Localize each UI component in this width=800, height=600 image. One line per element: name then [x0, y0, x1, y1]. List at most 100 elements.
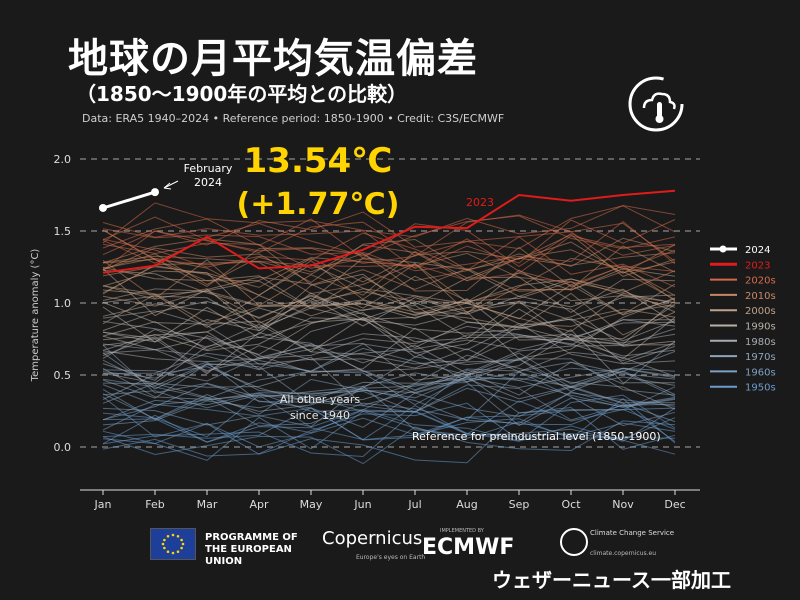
background-year-line	[102, 336, 676, 377]
background-year-line	[102, 219, 676, 269]
background-year-line	[102, 288, 676, 327]
legend-label-1980s: 1980s	[745, 337, 776, 348]
series-point-2024	[151, 188, 159, 197]
background-year-line	[102, 384, 676, 421]
legend-label-1970s: 1970s	[745, 352, 776, 363]
background-year-line	[102, 340, 676, 391]
background-year-line	[102, 400, 676, 445]
legend-label-1960s: 1960s	[745, 367, 776, 378]
background-year-line	[102, 347, 676, 385]
x-tick-label: May	[300, 498, 323, 511]
background-year-line	[102, 396, 676, 448]
background-year-line	[102, 317, 676, 352]
background-year-line	[102, 284, 676, 328]
ecmwf-logo: ECMWF	[422, 535, 515, 560]
background-year-line	[102, 244, 676, 295]
background-year-line	[102, 249, 676, 307]
x-tick-label: Apr	[249, 498, 269, 511]
y-tick-label: 1.5	[54, 225, 72, 238]
background-year-line	[102, 381, 676, 427]
page-subtitle: （1850〜1900年の平均との比較）	[76, 82, 408, 106]
background-year-line	[102, 385, 676, 442]
background-year-line	[102, 292, 676, 351]
annotation-2023: 2023	[466, 196, 494, 209]
background-year-line	[102, 356, 676, 412]
highlight-anomaly: (+1.77℃)	[237, 187, 400, 222]
ecmwf-implemented-by: IMPLEMENTED BY	[440, 528, 484, 534]
background-year-line	[102, 317, 676, 370]
background-year-line	[102, 294, 676, 334]
x-tick-label: Aug	[456, 498, 477, 511]
c3s-text: Climate Change Service	[590, 529, 675, 537]
background-year-line	[102, 252, 676, 294]
legend-label-2023: 2023	[745, 260, 770, 271]
background-year-line	[102, 304, 676, 354]
annotation-other-years: All other years	[280, 393, 360, 406]
background-year-line	[102, 266, 676, 315]
background-year-line	[102, 403, 676, 441]
background-year-line	[102, 288, 676, 328]
weathernews-credit: ウェザーニュース一部加工	[492, 568, 731, 592]
background-year-line	[102, 371, 676, 427]
legend-label-2024: 2024	[745, 245, 770, 256]
annotation-feb-2024: 2024	[194, 176, 222, 189]
legend-label-2020s: 2020s	[745, 276, 776, 287]
y-tick-label: 0.5	[54, 369, 72, 382]
page-title: 地球の月平均気温偏差	[68, 36, 478, 82]
background-year-line	[102, 238, 676, 286]
background-year-line	[102, 361, 676, 413]
annotation-other-years: since 1940	[290, 409, 350, 422]
legend-label-1990s: 1990s	[745, 322, 776, 333]
background-year-line	[102, 327, 676, 381]
background-year-line	[102, 238, 676, 284]
background-year-line	[102, 234, 676, 288]
legend-label-2000s: 2000s	[745, 306, 776, 317]
c3s-url: climate.copernicus.eu	[590, 550, 657, 557]
y-axis-label: Temperature anomaly (°C)	[30, 249, 41, 383]
annotation-arrowhead	[163, 182, 172, 190]
footer: PROGRAMME OF THE EUROPEAN UNION Copernic…	[0, 520, 800, 600]
background-year-line	[102, 214, 676, 271]
annotation-reference: Reference for preindustrial level (1850-…	[412, 430, 661, 443]
background-year-line	[102, 398, 676, 444]
background-year-line	[102, 370, 676, 408]
series-line-2023	[102, 189, 676, 274]
highlight-temperature: 13.54℃	[244, 141, 393, 181]
background-year-line	[102, 402, 676, 457]
x-tick-label: Dec	[664, 498, 685, 511]
legend-swatch-dot	[719, 245, 727, 253]
background-year-line	[102, 276, 676, 313]
background-year-line	[102, 290, 676, 325]
eu-programme-text: PROGRAMME OF THE EUROPEAN UNION	[205, 532, 298, 567]
background-year-line	[102, 229, 676, 287]
y-tick-label: 0.0	[54, 441, 72, 454]
background-year-line	[102, 410, 676, 458]
y-tick-label: 2.0	[54, 153, 72, 166]
background-year-line	[102, 220, 676, 272]
c3s-icon	[560, 528, 588, 556]
legend-label-1950s: 1950s	[745, 383, 776, 394]
background-year-line	[102, 300, 676, 353]
x-tick-label: Nov	[612, 498, 634, 511]
series-line-2024	[102, 190, 156, 210]
legend-label-2010s: 2010s	[745, 291, 776, 302]
copernicus-tagline: Europe's eyes on Earth	[356, 554, 426, 561]
x-tick-label: Jan	[94, 498, 112, 511]
background-year-line	[102, 420, 676, 465]
x-tick-label: Mar	[197, 498, 218, 511]
x-tick-label: Oct	[561, 498, 581, 511]
data-source: Data: ERA5 1940–2024 • Reference period:…	[82, 112, 505, 125]
temperature-chart: 0.0 0.5 1.0 1.5 2.0 Temperature anomaly (°C) J…	[30, 141, 776, 511]
background-year-line	[102, 343, 676, 406]
thermometer-cloud-icon	[628, 76, 684, 132]
x-tick-label: Jul	[407, 498, 421, 511]
background-year-line	[102, 370, 676, 404]
background-year-line	[102, 354, 676, 410]
background-year-line	[102, 406, 676, 464]
x-tick-label: Jun	[353, 498, 371, 511]
eu-flag-icon	[150, 528, 196, 560]
background-year-line	[102, 298, 675, 343]
copernicus-logo: Copernicus	[322, 528, 423, 549]
background-year-line	[102, 297, 676, 360]
annotation-arrow	[163, 180, 179, 189]
